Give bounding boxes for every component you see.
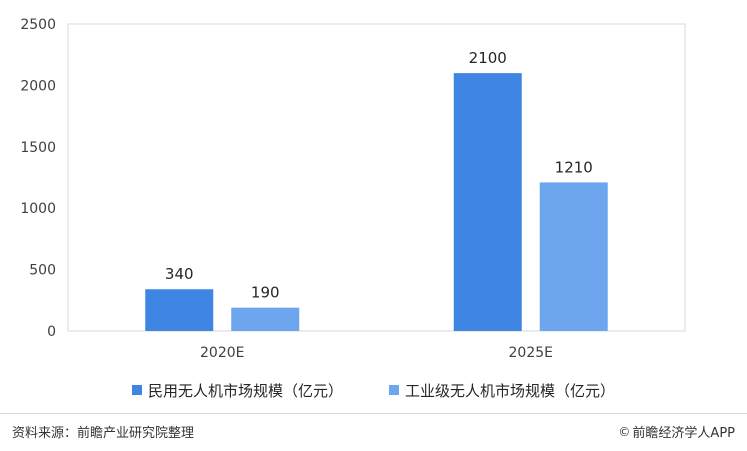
x-tick-label: 2020E: [200, 345, 244, 361]
plot-frame: [67, 23, 686, 332]
source-note: 资料来源：前瞻产业研究院整理: [12, 426, 195, 441]
footer: 资料来源：前瞻产业研究院整理 © 前瞻经济学人APP: [0, 416, 747, 446]
y-tick-label: 1500: [20, 140, 56, 156]
copyright-icon: ©: [618, 424, 631, 439]
data-label: 1210: [555, 158, 593, 176]
y-tick-label: 2500: [20, 17, 56, 33]
footer-divider: [0, 413, 747, 414]
bar-civil-2020E: [145, 289, 214, 331]
y-tick-label: 0: [47, 324, 56, 340]
legend-label-civil: 民用无人机市场规模（亿元）: [147, 381, 343, 400]
legend-swatch-civil: [131, 385, 142, 395]
bar-industrial-2020E: [231, 307, 300, 331]
legend: 民用无人机市场规模（亿元） 工业级无人机市场规模（亿元）: [0, 378, 747, 402]
legend-item-civil: 民用无人机市场规模（亿元）: [131, 378, 343, 402]
legend-swatch-industrial: [389, 385, 399, 395]
legend-item-industrial: 工业级无人机市场规模（亿元）: [389, 378, 615, 402]
data-label: 2100: [469, 49, 507, 67]
y-tick-label: 1000: [20, 201, 56, 217]
data-label: 190: [251, 284, 280, 302]
chart: 0 500 1000 1500 2000 2500 340 190 2020E 2100 1210 2…: [20, 17, 686, 361]
data-label: 340: [165, 265, 194, 283]
x-tick-label: 2025E: [509, 345, 553, 361]
y-tick-label: 500: [29, 263, 56, 279]
brand-label: 前瞻经济学人APP: [632, 426, 735, 441]
legend-label-industrial: 工业级无人机市场规模（亿元）: [405, 381, 616, 400]
y-tick-label: 2000: [20, 78, 56, 94]
bar-civil-2025E: [453, 73, 522, 332]
bar-industrial-2025E: [539, 182, 608, 331]
brand-credit: © 前瞻经济学人APP: [618, 422, 735, 442]
